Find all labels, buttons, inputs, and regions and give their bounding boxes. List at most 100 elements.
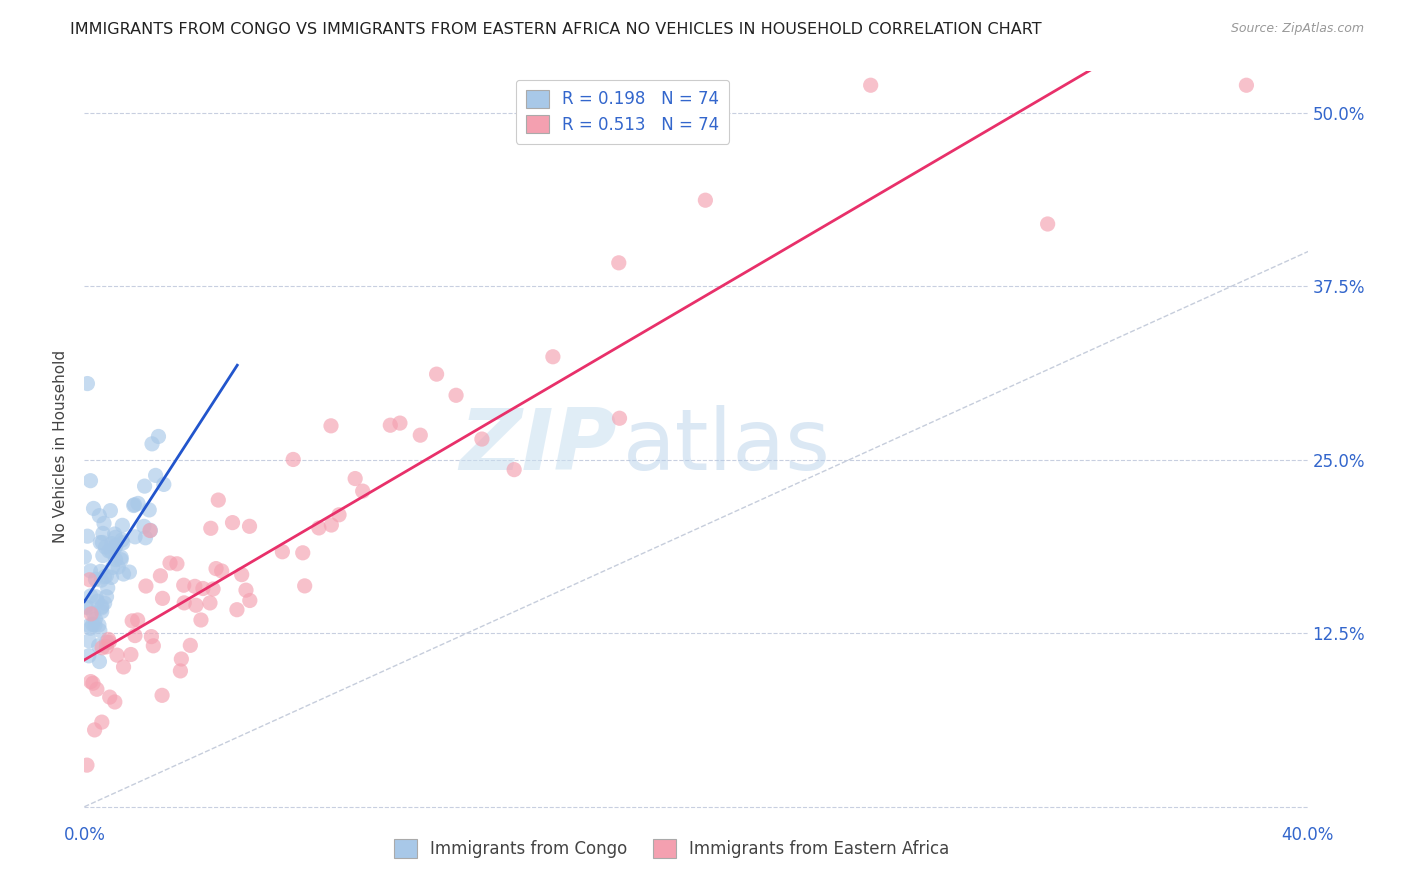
Point: [83, 501, 105, 516]
Point: [271, 545, 294, 559]
Point: [79, 589, 101, 603]
Point: [205, 561, 228, 575]
Point: [104, 538, 127, 552]
Point: [100, 570, 122, 584]
Point: [104, 541, 127, 555]
Point: [120, 648, 142, 662]
Point: [607, 256, 630, 270]
Point: [96, 635, 118, 649]
Point: [91, 526, 114, 541]
Point: [173, 596, 195, 610]
Point: [179, 638, 201, 652]
Point: [111, 518, 134, 533]
Point: [503, 462, 526, 476]
Point: [190, 613, 212, 627]
Point: [319, 418, 342, 433]
Point: [91, 640, 114, 655]
Point: [76, 600, 98, 615]
Point: [122, 499, 145, 513]
Point: [111, 536, 134, 550]
Point: [84, 590, 107, 604]
Point: [150, 689, 173, 703]
Point: [149, 569, 172, 583]
Point: [104, 530, 127, 544]
Point: [100, 503, 122, 517]
Point: [138, 503, 160, 517]
Point: [352, 484, 374, 499]
Point: [124, 530, 146, 544]
Point: [76, 529, 98, 543]
Point: [344, 472, 367, 486]
Point: [124, 498, 146, 512]
Point: [1036, 217, 1059, 231]
Point: [84, 612, 107, 626]
Point: [100, 544, 122, 558]
Point: [87, 639, 110, 653]
Point: [226, 603, 249, 617]
Point: [101, 560, 124, 574]
Point: [170, 652, 193, 666]
Point: [104, 527, 127, 541]
Point: [94, 540, 117, 554]
Point: [471, 432, 494, 446]
Point: [121, 614, 143, 628]
Point: [166, 557, 188, 571]
Point: [80, 607, 103, 621]
Point: [90, 573, 112, 587]
Point: [238, 519, 260, 533]
Point: [91, 549, 114, 563]
Point: [609, 411, 631, 425]
Point: [82, 617, 104, 632]
Text: ZIP: ZIP: [458, 404, 616, 488]
Text: Source: ZipAtlas.com: Source: ZipAtlas.com: [1230, 22, 1364, 36]
Point: [77, 648, 100, 663]
Point: [107, 560, 129, 574]
Point: [84, 572, 107, 586]
Point: [89, 655, 111, 669]
Point: [96, 590, 118, 604]
Point: [294, 579, 316, 593]
Point: [86, 682, 108, 697]
Point: [90, 715, 112, 730]
Point: [93, 570, 115, 584]
Point: [184, 579, 207, 593]
Point: [444, 388, 467, 402]
Point: [93, 596, 115, 610]
Point: [79, 618, 101, 632]
Point: [132, 519, 155, 533]
Point: [112, 660, 135, 674]
Point: [200, 521, 222, 535]
Point: [141, 630, 163, 644]
Point: [112, 566, 135, 581]
Point: [231, 567, 253, 582]
Point: [148, 429, 170, 443]
Point: [104, 695, 127, 709]
Point: [83, 607, 105, 621]
Point: [541, 350, 564, 364]
Point: [90, 565, 112, 579]
Point: [118, 565, 141, 579]
Point: [145, 468, 167, 483]
Point: [77, 633, 100, 648]
Point: [110, 550, 132, 565]
Point: [152, 591, 174, 606]
Point: [169, 664, 191, 678]
Text: IMMIGRANTS FROM CONGO VS IMMIGRANTS FROM EASTERN AFRICA NO VEHICLES IN HOUSEHOLD: IMMIGRANTS FROM CONGO VS IMMIGRANTS FROM…: [70, 22, 1042, 37]
Point: [135, 579, 157, 593]
Point: [93, 516, 115, 531]
Point: [80, 674, 103, 689]
Point: [127, 496, 149, 510]
Point: [328, 508, 350, 522]
Legend: Immigrants from Congo, Immigrants from Eastern Africa: Immigrants from Congo, Immigrants from E…: [387, 833, 956, 864]
Point: [191, 582, 214, 596]
Point: [84, 617, 107, 632]
Point: [97, 632, 120, 647]
Point: [90, 605, 112, 619]
Point: [98, 635, 121, 649]
Point: [184, 599, 207, 613]
Point: [89, 508, 111, 523]
Point: [283, 452, 305, 467]
Point: [134, 479, 156, 493]
Point: [321, 518, 343, 533]
Point: [291, 546, 314, 560]
